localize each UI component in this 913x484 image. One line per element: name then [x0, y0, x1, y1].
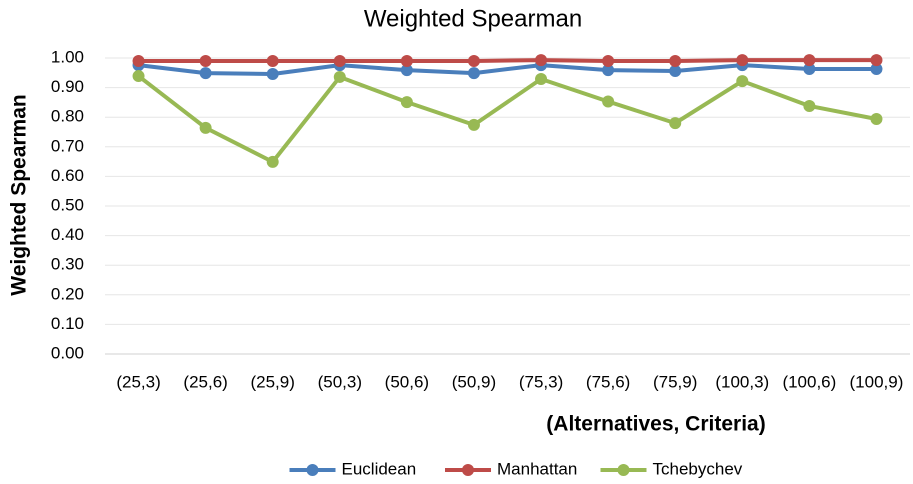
- x-tick-label: (100,9): [850, 372, 904, 391]
- point: [803, 54, 816, 67]
- legend-marker: [306, 464, 319, 476]
- series-line: [138, 58, 877, 63]
- y-tick-label: 0.70: [51, 136, 84, 155]
- point: [400, 64, 413, 77]
- point: [870, 54, 883, 67]
- y-tick-label: 0.80: [51, 107, 84, 126]
- point: [199, 67, 212, 80]
- chart-title: Weighted Spearman: [364, 5, 582, 32]
- point: [132, 54, 145, 67]
- x-tick-label: (75,3): [519, 372, 563, 391]
- y-tick-label: 0.20: [51, 284, 84, 303]
- y-tick-label: 0.90: [51, 77, 84, 96]
- point: [333, 54, 346, 67]
- legend-label: Euclidean: [342, 459, 417, 478]
- point: [669, 54, 682, 67]
- series-line: [138, 63, 877, 76]
- point: [736, 54, 749, 67]
- point: [602, 64, 615, 77]
- legend-label: Tchebychev: [653, 459, 743, 478]
- x-tick-label: (50,6): [385, 372, 429, 391]
- point: [803, 62, 816, 75]
- point: [736, 75, 749, 88]
- x-axis-title: (Alternatives, Criteria): [546, 413, 765, 436]
- point: [266, 67, 279, 80]
- x-tick-label: (25,6): [183, 372, 227, 391]
- point: [266, 155, 279, 168]
- x-tick-label: (75,9): [653, 372, 697, 391]
- x-tick-label: (25,3): [116, 372, 160, 391]
- point: [400, 96, 413, 109]
- y-tick-label: 0.50: [51, 195, 84, 214]
- x-tick-label: (25,9): [250, 372, 294, 391]
- point: [602, 95, 615, 108]
- point: [467, 54, 480, 67]
- y-tick-label: 1.00: [51, 47, 84, 66]
- point: [400, 54, 413, 67]
- x-tick-label: (50,3): [318, 372, 362, 391]
- x-tick-label: (100,6): [782, 372, 836, 391]
- x-tick-label: (75,6): [586, 372, 630, 391]
- point: [803, 99, 816, 112]
- y-tick-label: 0.10: [51, 314, 84, 333]
- y-axis-title: Weighted Spearman: [8, 94, 31, 296]
- point: [870, 112, 883, 125]
- point: [266, 54, 279, 67]
- point: [535, 54, 548, 67]
- point: [535, 73, 548, 86]
- y-tick-label: 0.30: [51, 255, 84, 274]
- legend-marker: [617, 464, 630, 476]
- point: [870, 62, 883, 75]
- point: [199, 54, 212, 67]
- point: [132, 70, 145, 83]
- x-tick-label: (100,3): [715, 372, 769, 391]
- point: [602, 54, 615, 67]
- legend-marker: [462, 464, 474, 476]
- y-tick-label: 0.00: [51, 343, 84, 362]
- y-tick-label: 0.40: [51, 225, 84, 244]
- point: [467, 67, 480, 80]
- point: [333, 70, 346, 83]
- point: [199, 121, 212, 134]
- legend-label: Manhattan: [497, 459, 577, 478]
- point: [467, 118, 480, 131]
- series-line: [137, 74, 877, 164]
- x-tick-label: (50,9): [452, 372, 496, 391]
- point: [669, 117, 682, 130]
- point: [669, 65, 682, 78]
- y-tick-label: 0.60: [51, 166, 84, 185]
